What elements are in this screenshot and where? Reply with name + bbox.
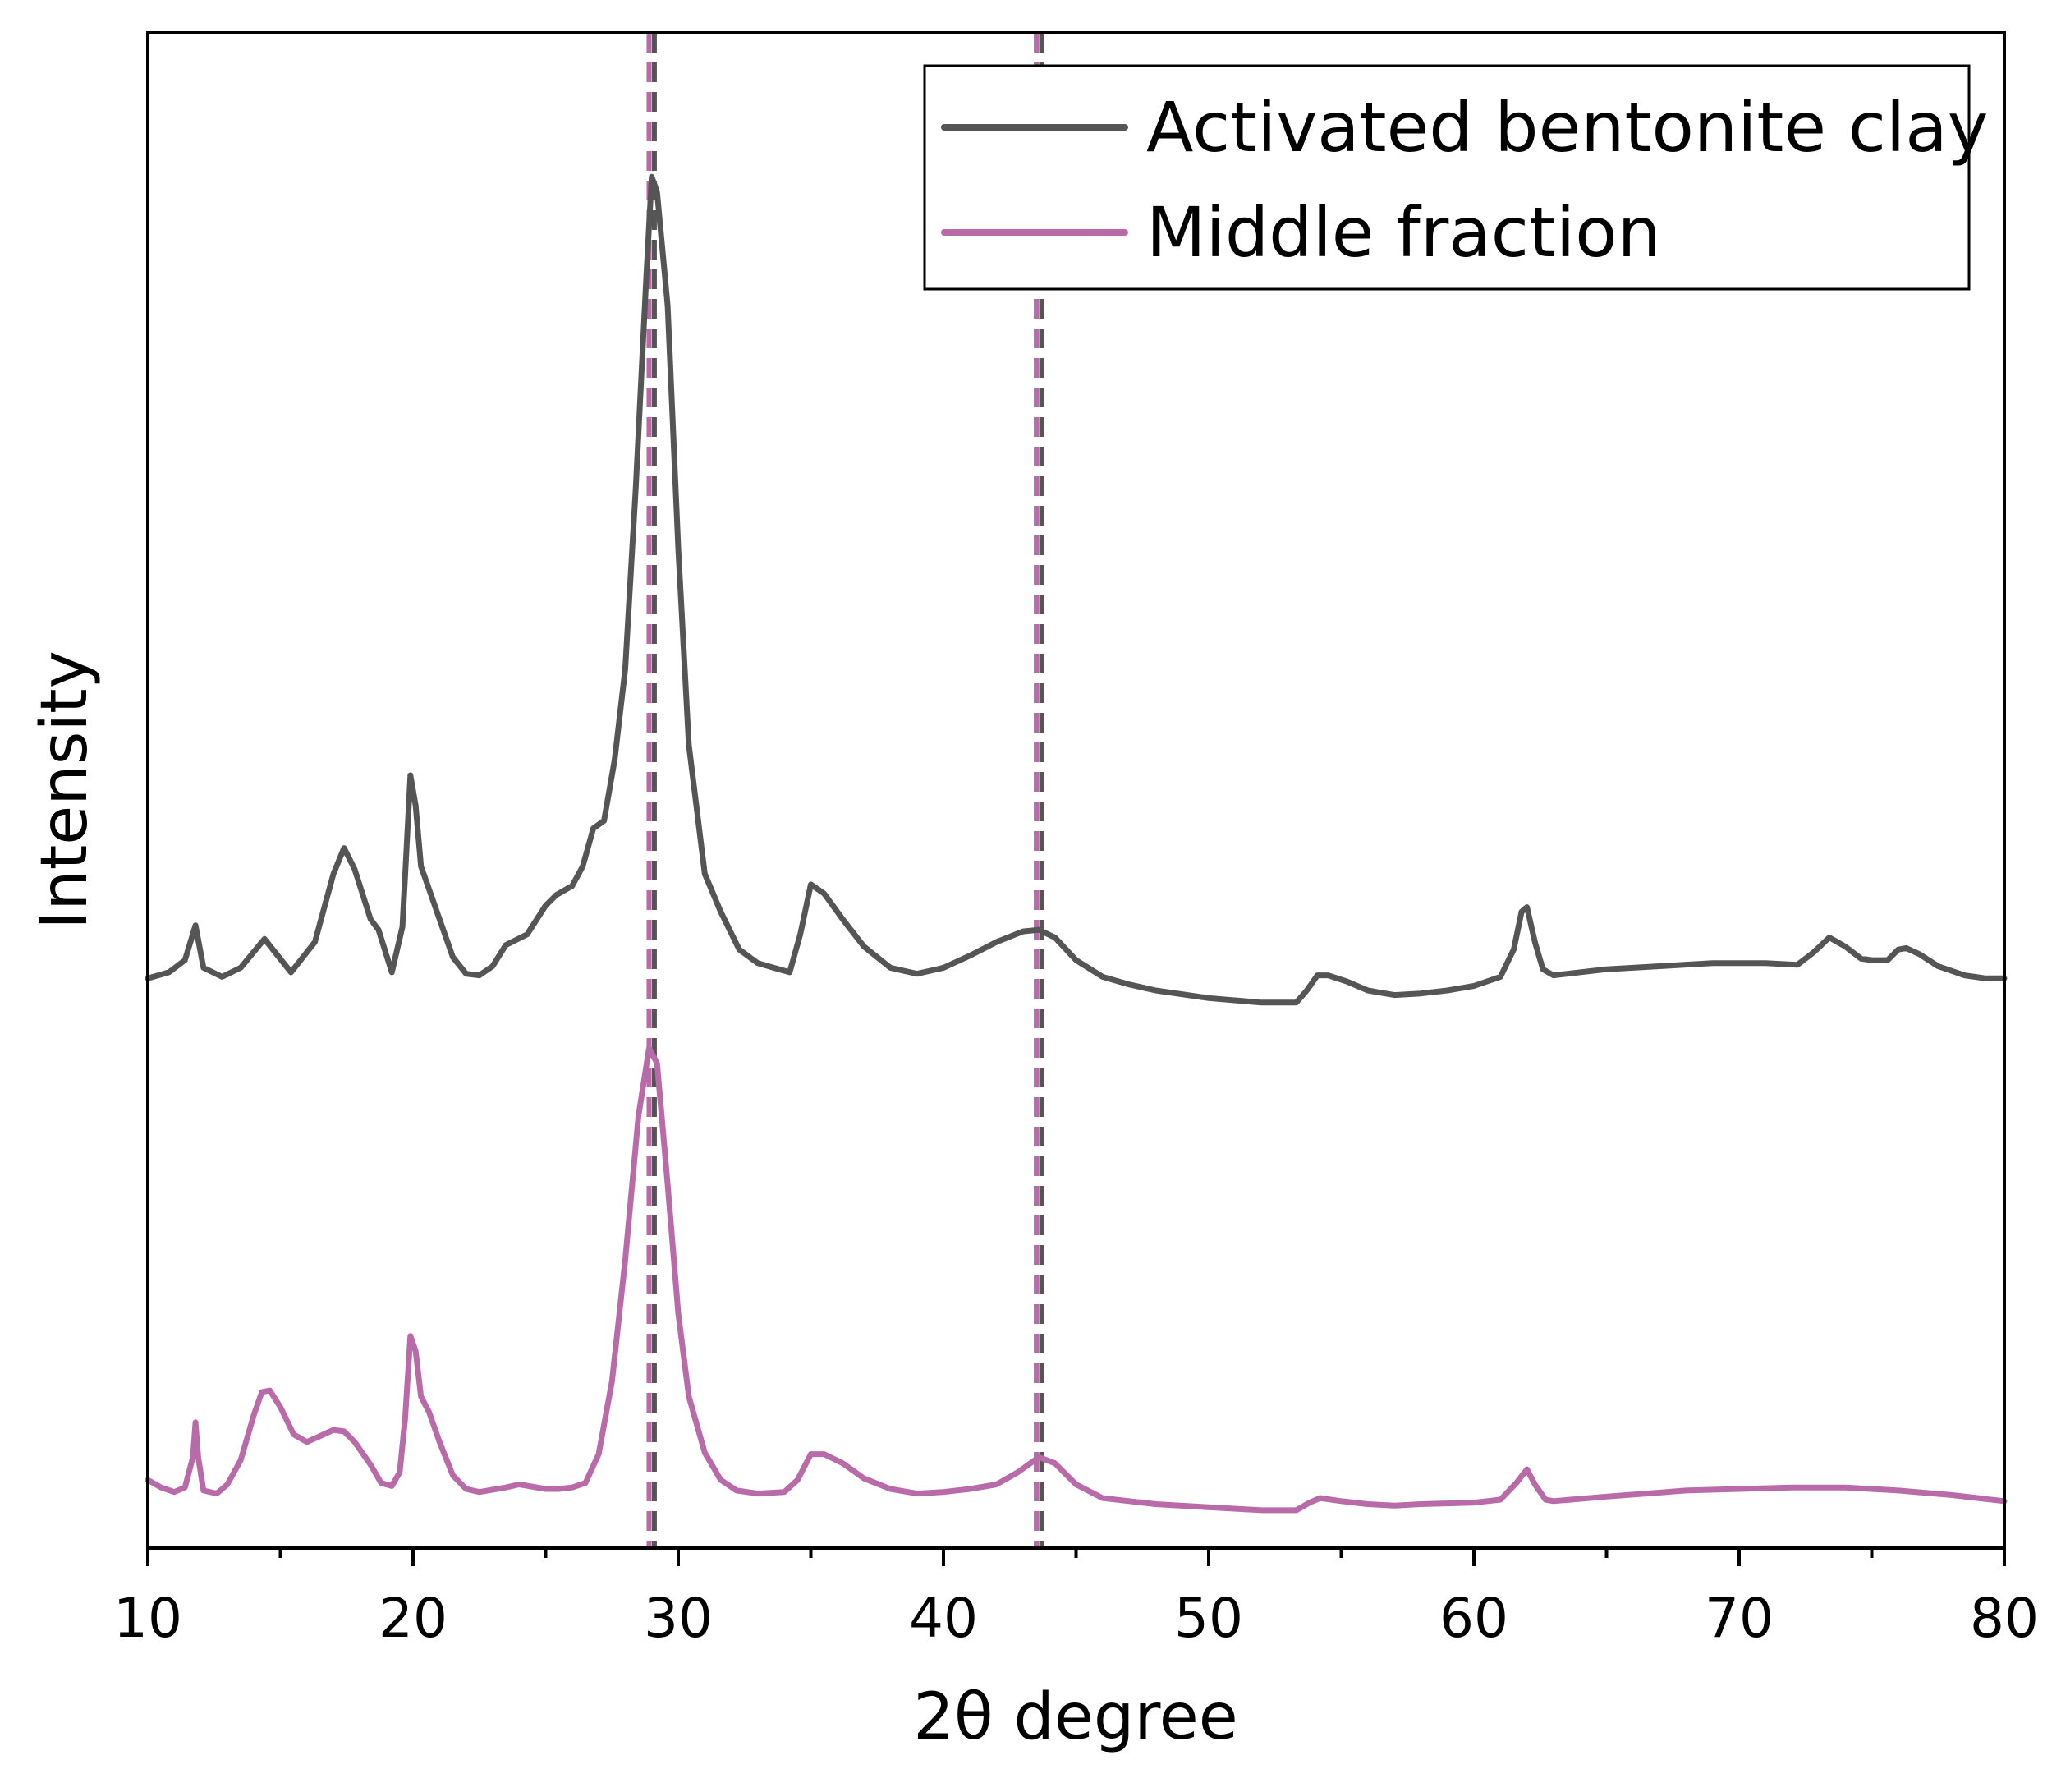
x-axis-title: 2θ degree [913, 1680, 1237, 1754]
x-tick-label-40: 40 [909, 1587, 978, 1650]
x-tick-label-10: 10 [113, 1587, 182, 1650]
series-layer [145, 173, 2008, 1514]
legend-label-middle-fraction: Middle fraction [1146, 192, 1661, 273]
legend-box [923, 64, 1971, 291]
y-axis-title: Intensity [28, 650, 102, 930]
legend: Activated bentonite clay Middle fraction [923, 64, 1988, 291]
x-tick-label-50: 50 [1174, 1587, 1243, 1650]
x-tick-label-60: 60 [1439, 1587, 1508, 1650]
series-line-activated-bentonite-clay [145, 173, 2008, 1006]
x-tick-label-80: 80 [1970, 1587, 2039, 1650]
x-tick-label-20: 20 [379, 1587, 448, 1650]
x-axis-ticks: 10 20 30 40 50 60 70 80 [113, 1548, 2039, 1650]
series-line-middle-fraction [145, 1045, 2008, 1514]
legend-label-activated-bentonite-clay: Activated bentonite clay [1146, 87, 1988, 168]
x-tick-label-30: 30 [644, 1587, 713, 1650]
x-tick-label-70: 70 [1705, 1587, 1774, 1650]
